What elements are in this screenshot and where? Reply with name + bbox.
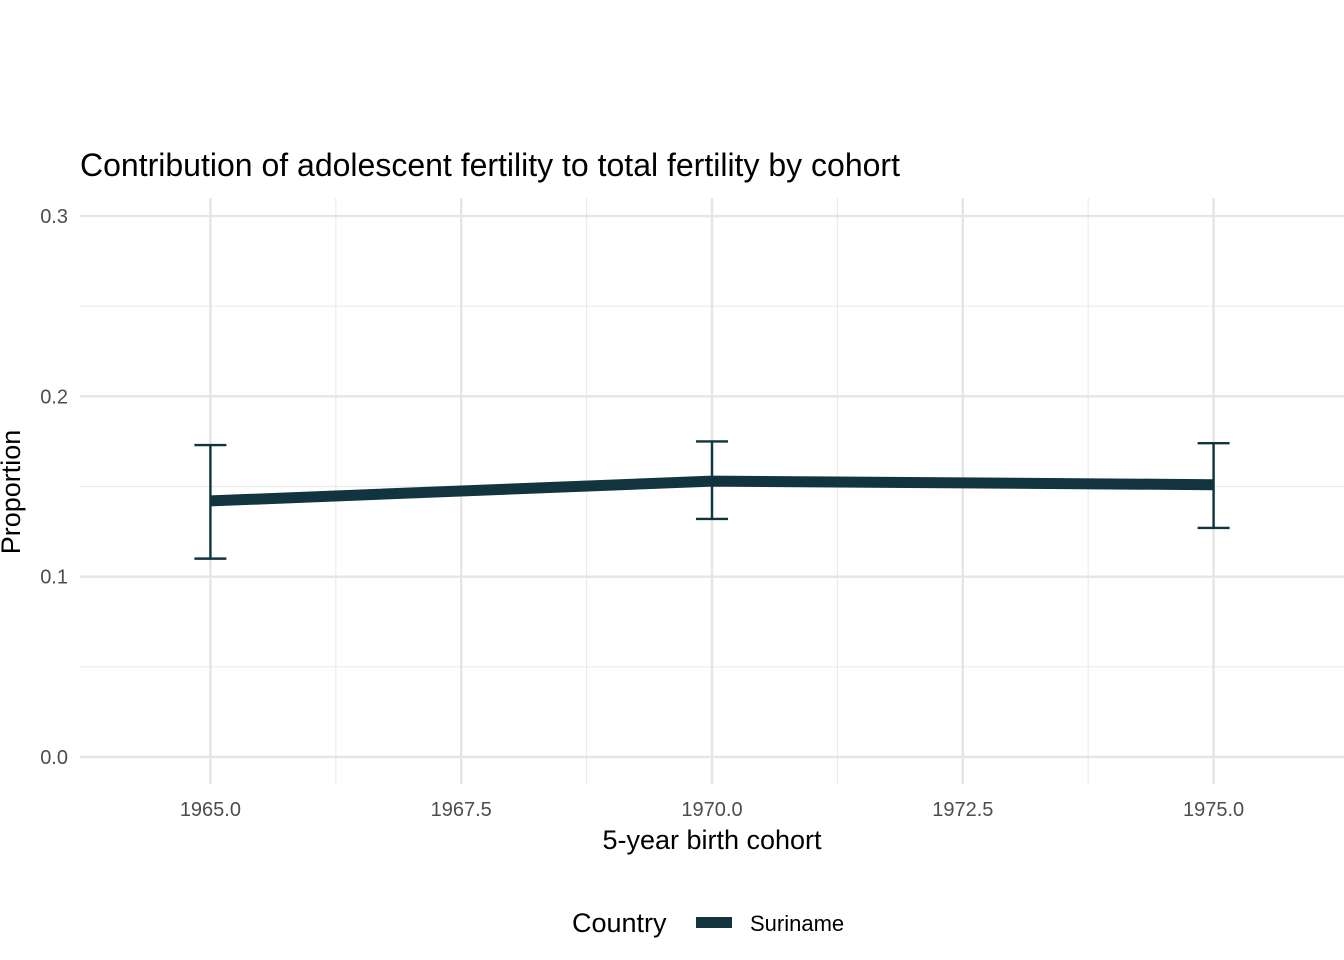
legend-title: Country — [572, 908, 667, 938]
y-tick-label: 0.3 — [40, 206, 68, 228]
legend-key-suriname — [696, 917, 732, 928]
x-tick-label: 1965.0 — [180, 799, 241, 821]
x-tick-label: 1975.0 — [1183, 799, 1244, 821]
legend: Country Suriname — [572, 908, 844, 938]
legend-label-suriname: Suriname — [750, 911, 844, 936]
y-axis-ticks: 0.0 0.1 0.2 0.3 — [40, 206, 68, 769]
x-tick-label: 1967.5 — [431, 799, 492, 821]
y-axis-label: Proportion — [0, 430, 26, 555]
series-layer — [194, 440, 1230, 560]
y-tick-label: 0.1 — [40, 567, 68, 589]
y-tick-label: 0.2 — [40, 386, 68, 408]
x-tick-label: 1972.5 — [932, 799, 993, 821]
y-tick-label: 0.0 — [40, 747, 68, 769]
chart-title: Contribution of adolescent fertility to … — [80, 147, 900, 183]
x-tick-label: 1970.0 — [681, 799, 742, 821]
series-line-suriname — [210, 475, 1214, 507]
x-axis-ticks: 1965.0 1967.5 1970.0 1972.5 1975.0 — [180, 799, 1244, 821]
x-axis-label: 5-year birth cohort — [602, 825, 822, 855]
